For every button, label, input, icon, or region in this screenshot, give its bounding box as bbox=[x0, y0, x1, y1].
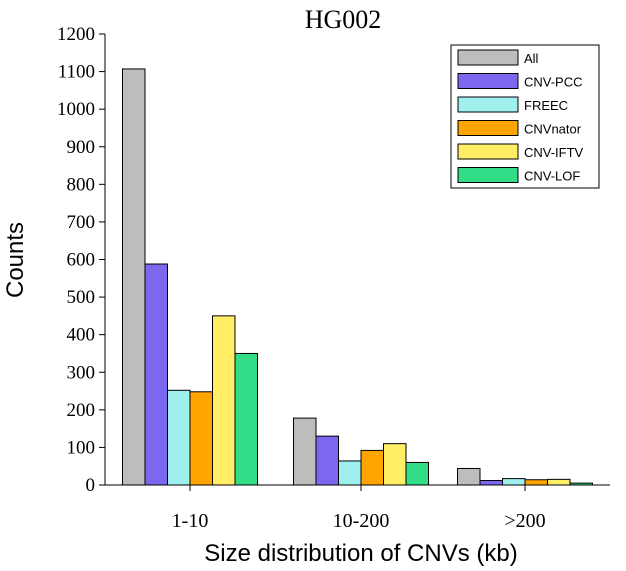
legend: All CNV-PCC FREEC CNVnator CNV-IFTV CNV-LOF bbox=[450, 44, 600, 189]
legend-swatch-cnvnator bbox=[457, 120, 519, 136]
x-axis: 1-10 10-200 >200 bbox=[172, 485, 546, 532]
x-tick-label: >200 bbox=[504, 510, 545, 532]
bar-cnv-iftv-1 bbox=[212, 315, 236, 486]
x-tick-label: 1-10 bbox=[172, 510, 209, 532]
bar-cnvnator-2 bbox=[360, 449, 384, 486]
legend-swatch-freec bbox=[457, 96, 519, 113]
y-tick-label: 400 bbox=[67, 325, 96, 346]
bar-cnv-pcc-1 bbox=[144, 263, 168, 486]
bars bbox=[122, 68, 593, 486]
legend-box bbox=[450, 44, 600, 189]
y-tick-label: 200 bbox=[67, 400, 96, 421]
legend-swatch-cnv-lof bbox=[457, 167, 519, 183]
bar-cnvnator-1 bbox=[189, 391, 213, 486]
bar-freec-3 bbox=[502, 478, 526, 486]
bar-cnvnator-3 bbox=[524, 479, 548, 486]
legend-swatch-all bbox=[457, 49, 519, 66]
bar-cnv-lof-2 bbox=[405, 461, 429, 486]
chart-title: HG002 bbox=[305, 5, 382, 34]
y-axis-label: Counts bbox=[2, 222, 29, 298]
y-tick-label: 0 bbox=[86, 475, 96, 496]
y-tick-label: 1200 bbox=[57, 24, 95, 45]
legend-label-all: All bbox=[524, 51, 539, 66]
bar-freec-1 bbox=[167, 389, 191, 486]
y-tick-label: 100 bbox=[67, 437, 96, 458]
bar-all-2 bbox=[293, 417, 317, 486]
y-tick-label: 500 bbox=[67, 287, 96, 308]
y-tick-label: 600 bbox=[67, 250, 96, 271]
legend-label-cnv-iftv: CNV-IFTV bbox=[524, 145, 584, 160]
legend-swatch-cnv-pcc bbox=[457, 73, 519, 89]
x-tick-label: 10-200 bbox=[333, 510, 390, 532]
y-axis: 0 100 200 300 400 500 600 700 800 900 1000 1100 1200 bbox=[57, 24, 105, 496]
bar-cnv-pcc-2 bbox=[315, 435, 339, 486]
bar-all-1 bbox=[122, 68, 146, 486]
legend-label-cnv-lof: CNV-LOF bbox=[524, 169, 580, 184]
bar-all-3 bbox=[457, 467, 481, 486]
legend-label-cnv-pcc: CNV-PCC bbox=[524, 75, 583, 90]
bar-cnv-iftv-3 bbox=[547, 478, 571, 486]
legend-label-freec: FREEC bbox=[524, 98, 568, 113]
bar-freec-2 bbox=[338, 460, 362, 486]
legend-label-cnvnator: CNVnator bbox=[524, 122, 582, 137]
y-tick-label: 700 bbox=[67, 212, 96, 233]
legend-swatch-cnv-iftv bbox=[457, 143, 519, 160]
bar-cnv-pcc-3 bbox=[479, 479, 503, 486]
y-tick-label: 900 bbox=[67, 137, 96, 158]
y-tick-label: 300 bbox=[67, 362, 96, 383]
x-axis-label: Size distribution of CNVs (kb) bbox=[204, 540, 517, 567]
bar-cnv-iftv-2 bbox=[383, 443, 407, 486]
y-tick-label: 1000 bbox=[57, 99, 95, 120]
y-tick-label: 800 bbox=[67, 174, 96, 195]
bar-cnv-lof-1 bbox=[234, 352, 258, 486]
y-tick-label: 1100 bbox=[58, 62, 95, 83]
